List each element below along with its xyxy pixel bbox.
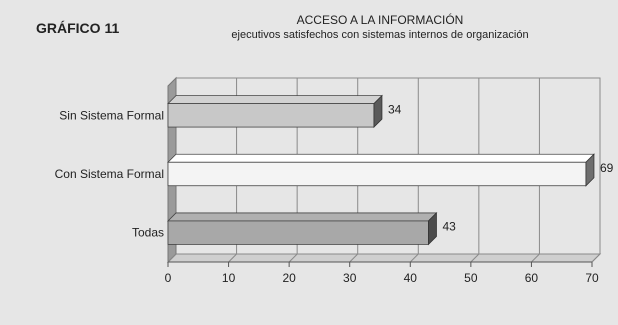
x-tick-label: 10 <box>222 271 236 285</box>
bar <box>167 220 429 245</box>
x-tick-label: 60 <box>525 271 539 285</box>
floor-gridline <box>591 253 601 263</box>
x-tick-label: 50 <box>464 271 478 285</box>
category-label: Con Sistema Formal <box>55 167 164 181</box>
bar <box>167 161 587 187</box>
category-label: Sin Sistema Formal <box>59 108 164 122</box>
x-tick-label: 0 <box>165 271 172 285</box>
bar-top-face <box>167 153 595 163</box>
data-label: 69 <box>600 161 614 175</box>
data-label: 34 <box>388 102 402 116</box>
data-label: 43 <box>442 220 456 234</box>
floor-gridline <box>470 253 480 263</box>
floor-gridline <box>531 253 540 263</box>
bar-end-face <box>585 153 595 187</box>
bar-top-face <box>167 212 438 222</box>
floor-gridline <box>167 253 177 263</box>
bar-end-face <box>373 94 383 129</box>
bar-end-face <box>428 211 437 246</box>
floor-gridline <box>288 253 298 263</box>
category-label: Todas <box>132 226 164 240</box>
chart-subtitle: ejecutivos satisfechos con sistemas inte… <box>231 29 529 41</box>
chart-title: ACCESO A LA INFORMACIÓN <box>296 13 464 27</box>
x-tick-label: 30 <box>343 271 357 285</box>
floor-gridline <box>409 253 419 263</box>
bar <box>167 103 375 128</box>
x-tick-label: 40 <box>404 271 418 285</box>
floor-gridline <box>349 253 359 263</box>
x-tick-label: 70 <box>585 271 599 285</box>
x-tick-label: 20 <box>282 271 296 285</box>
figure-label: GRÁFICO 11 <box>36 20 120 36</box>
floor-gridline <box>228 253 237 263</box>
bar-top-face <box>167 95 383 104</box>
